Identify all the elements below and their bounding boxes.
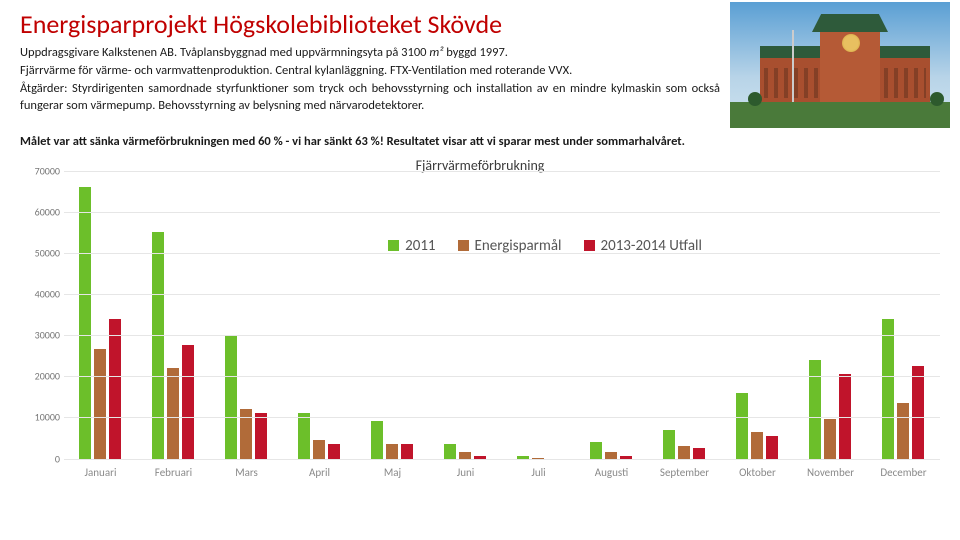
legend-swatch (388, 240, 399, 251)
month-group (356, 171, 429, 459)
x-tick-label: Oktober (739, 466, 776, 479)
month-group (64, 171, 137, 459)
bar-utfall (693, 448, 705, 458)
y-tick-label: 50000 (20, 246, 60, 259)
bar-s2011 (590, 442, 602, 458)
x-tick-label: Maj (384, 466, 401, 479)
x-tick-label: Augusti (595, 466, 628, 479)
x-axis-labels: Januari Februari Mars April Maj Juni Juli Augus… (64, 461, 940, 481)
gridline (64, 171, 940, 172)
x-tick-label: September (660, 466, 709, 479)
x-tick-label: Februari (155, 466, 192, 479)
bar-s2011 (736, 393, 748, 459)
bar-utfall (839, 374, 851, 458)
month-group (502, 171, 575, 459)
month-group (721, 171, 794, 459)
y-tick-label: 70000 (20, 164, 60, 177)
y-tick-label: 40000 (20, 287, 60, 300)
month-group (137, 171, 210, 459)
y-tick-label: 60000 (20, 205, 60, 218)
bar-goal (167, 368, 179, 459)
bar-utfall (182, 345, 194, 458)
bar-s2011 (152, 232, 164, 458)
month-group (210, 171, 283, 459)
p4: Målet var att sänka värmeförbrukningen m… (20, 134, 685, 149)
bar-utfall (255, 413, 267, 458)
building-photo (730, 2, 950, 128)
p1b: byggd 1997. (443, 45, 508, 60)
y-tick-label: 0 (20, 452, 60, 465)
legend-swatch (458, 240, 469, 251)
gridline (64, 335, 940, 336)
p1a: Uppdragsgivare Kalkstenen AB. Tvåplansby… (20, 45, 429, 60)
bar-chart: Fjärrvärmeförbrukning 2011Energisparmål2… (20, 157, 940, 481)
bar-utfall (401, 444, 413, 458)
month-group (429, 171, 502, 459)
y-tick-label: 10000 (20, 411, 60, 424)
bar-utfall (912, 366, 924, 459)
bar-goal (678, 446, 690, 458)
x-tick-label: November (807, 466, 854, 479)
x-tick-label: December (880, 466, 926, 479)
bar-goal (94, 349, 106, 458)
month-group (867, 171, 940, 459)
bar-goal (824, 419, 836, 458)
x-tick-label: Mars (235, 466, 258, 479)
p1-unit: m² (429, 45, 443, 60)
legend-swatch (584, 240, 595, 251)
month-group (283, 171, 356, 459)
gridline (64, 253, 940, 254)
x-tick-label: Juni (457, 466, 475, 479)
gridline (64, 417, 940, 418)
x-tick-label: Januari (85, 466, 117, 479)
bar-s2011 (663, 430, 675, 459)
gridline (64, 376, 940, 377)
bar-s2011 (371, 421, 383, 458)
bar-goal (751, 432, 763, 459)
bar-utfall (109, 319, 121, 459)
bar-s2011 (225, 335, 237, 458)
y-tick-label: 20000 (20, 370, 60, 383)
bar-goal (313, 440, 325, 459)
gridline (64, 212, 940, 213)
month-group (794, 171, 867, 459)
bar-goal (897, 403, 909, 459)
bar-s2011 (298, 413, 310, 458)
bar-utfall (766, 436, 778, 459)
gridline (64, 294, 940, 295)
body-text: Uppdragsgivare Kalkstenen AB. Tvåplansby… (20, 44, 720, 151)
bar-s2011 (444, 444, 456, 458)
bar-s2011 (882, 319, 894, 459)
y-tick-label: 30000 (20, 329, 60, 342)
gridline (64, 459, 940, 460)
month-group (648, 171, 721, 459)
bar-utfall (328, 444, 340, 458)
x-tick-label: Juli (531, 466, 545, 479)
bar-goal (386, 444, 398, 458)
p2: Fjärrvärme för värme- och varmvattenprod… (20, 63, 572, 78)
bar-s2011 (809, 360, 821, 459)
x-tick-label: April (309, 466, 330, 479)
p3: Åtgärder: Styrdirigenten samordnade styr… (20, 81, 720, 114)
month-group (575, 171, 648, 459)
